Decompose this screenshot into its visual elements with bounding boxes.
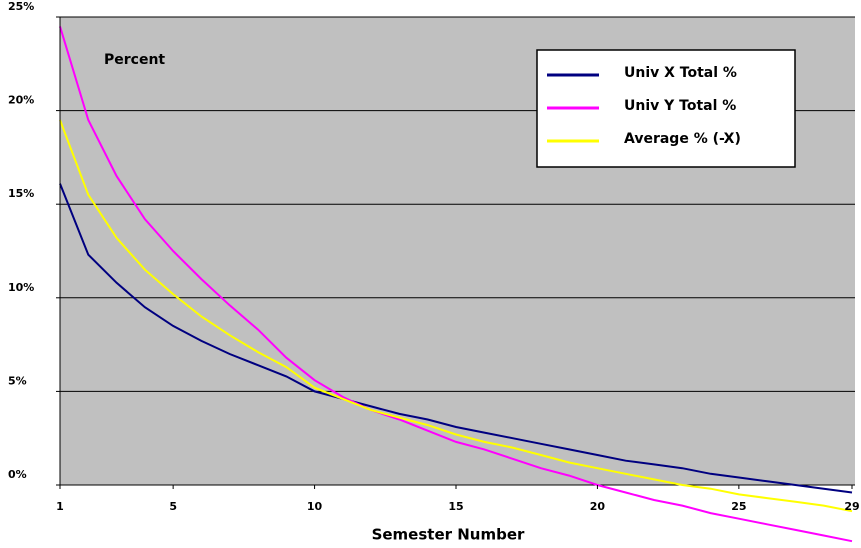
y-tick-label: 5%: [8, 374, 27, 387]
legend-label: Univ X Total %: [624, 65, 737, 81]
legend-label: Average % (-X): [624, 131, 741, 147]
x-tick-label: 25: [731, 500, 746, 513]
legend-label: Univ Y Total %: [624, 98, 736, 114]
x-tick-label: 1: [56, 500, 64, 513]
y-tick-label: 15%: [8, 187, 34, 200]
x-tick-label: 5: [169, 500, 177, 513]
annotation: Percent: [104, 52, 165, 68]
y-tick-label: 20%: [8, 94, 34, 107]
grid: [60, 16, 855, 486]
series-line: [59, 26, 853, 543]
legend: Univ X Total % Univ Y Total % Average % (-…: [536, 49, 796, 168]
lines: [59, 26, 853, 543]
x-tick-label: 10: [307, 500, 323, 513]
series-line: [59, 183, 853, 494]
x-tick-label: 15: [448, 500, 463, 513]
x-axis-title: Semester Number: [372, 526, 525, 544]
x-tick-label: 29: [844, 500, 859, 513]
y-tick-label: 10%: [8, 281, 34, 294]
y-tick-label: 25%: [8, 0, 34, 13]
series-line: [59, 119, 853, 513]
y-tick-label: 0%: [8, 468, 27, 481]
x-tick-label: 20: [590, 500, 606, 513]
